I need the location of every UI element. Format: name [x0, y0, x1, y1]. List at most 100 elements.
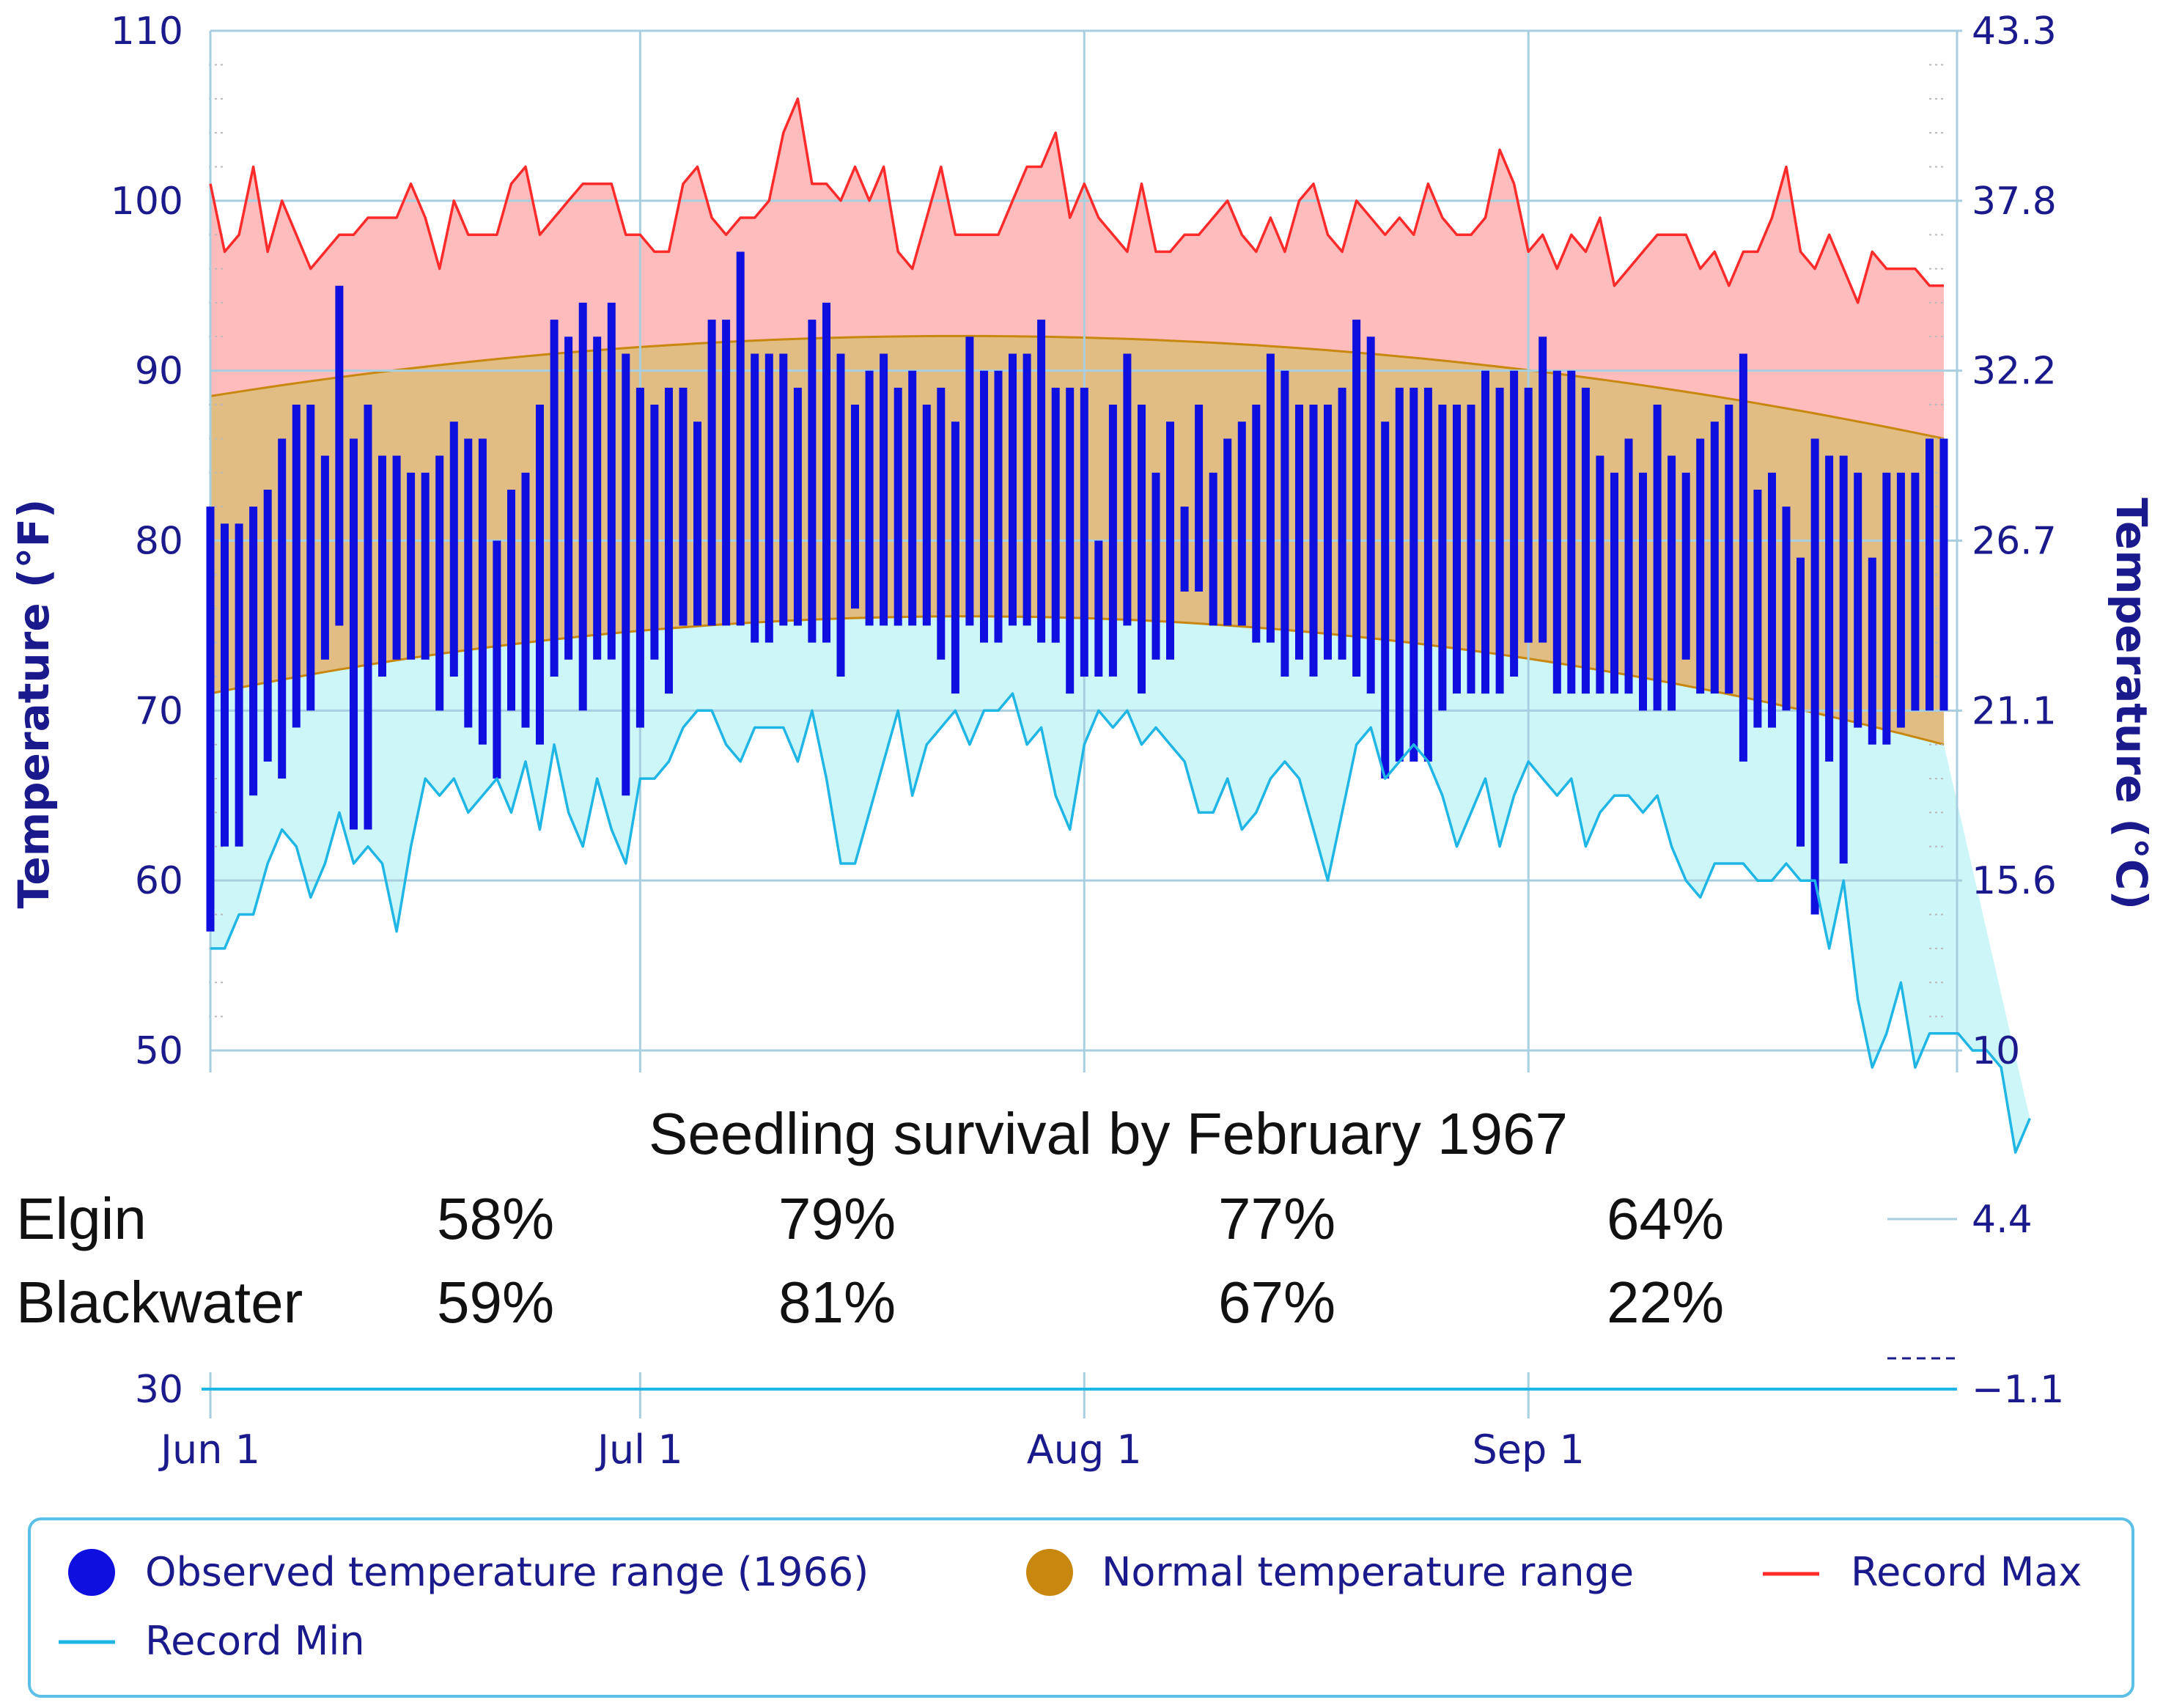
observed-bar: [364, 405, 372, 830]
observed-bar: [449, 422, 458, 677]
legend-record-min-label[interactable]: Record Min: [145, 1618, 365, 1664]
observed-bar: [221, 523, 229, 847]
observed-bar: [1108, 405, 1117, 677]
observed-bar: [751, 353, 759, 643]
y-tick-label-right: 37.8: [1972, 180, 2057, 224]
x-tick-label: Sep 1: [1473, 1427, 1585, 1473]
y-tick-label-left: 50: [135, 1029, 183, 1073]
y-tick-label-right: 10: [1972, 1029, 2020, 1073]
record-min-area: [210, 616, 2030, 1153]
observed-bar: [665, 387, 673, 694]
overlay-background: [176, 1079, 1884, 1372]
observed-bar: [1237, 422, 1246, 626]
observed-bar: [722, 320, 731, 626]
observed-bar: [1352, 320, 1361, 677]
observed-bar: [1051, 387, 1060, 643]
observed-bar: [1911, 472, 1920, 711]
observed-bar: [908, 370, 917, 626]
legend-normal-marker[interactable]: [1026, 1549, 1073, 1596]
observed-bar: [1624, 438, 1633, 694]
normal-high-line: [210, 334, 1945, 440]
observed-bar: [822, 302, 830, 643]
observed-bar: [951, 422, 959, 694]
y-tick-label-right: 4.4: [1972, 1198, 2033, 1242]
observed-bar: [1797, 557, 1805, 847]
observed-bar: [1753, 490, 1762, 728]
observed-bar: [564, 336, 573, 660]
observed-bar: [693, 422, 701, 626]
observed-bar: [1581, 387, 1590, 694]
observed-bar: [1868, 557, 1876, 745]
record-min-line: [210, 692, 2031, 1154]
observed-bar: [263, 490, 272, 762]
row-site-label: Blackwater: [16, 1270, 303, 1335]
y-tick-label-left: 80: [135, 520, 183, 564]
observed-bar: [880, 353, 888, 626]
observed-bar: [378, 455, 386, 677]
observed-bar: [407, 472, 416, 660]
y-tick-label-right: 32.2: [1972, 350, 2057, 394]
observed-bar: [1166, 422, 1174, 660]
observed-bars: [206, 251, 1948, 932]
observed-bar: [650, 405, 659, 660]
observed-bar: [593, 336, 602, 660]
observed-bar: [1138, 405, 1146, 694]
legend-observed-marker[interactable]: [68, 1549, 115, 1596]
observed-bar: [779, 353, 788, 626]
observed-bar: [1552, 370, 1561, 694]
observed-bar: [1539, 336, 1547, 643]
observed-bar: [249, 507, 258, 796]
x-tick-label: Aug 1: [1027, 1427, 1142, 1473]
observed-bar: [1710, 422, 1719, 694]
observed-bar: [1009, 353, 1017, 626]
observed-bar: [1410, 387, 1418, 762]
observed-bar: [1209, 472, 1217, 626]
observed-bar: [1066, 387, 1075, 694]
y-tick-label-left: 30: [135, 1368, 183, 1412]
row-site-label: Elgin: [16, 1186, 147, 1251]
observed-bar: [1495, 387, 1504, 694]
observed-bar: [464, 438, 473, 728]
observed-bar: [1080, 387, 1088, 677]
cell-value: 79%: [778, 1186, 896, 1251]
observed-bar: [421, 472, 430, 660]
observed-bar: [1524, 387, 1533, 643]
observed-bar: [1195, 405, 1204, 592]
axes: 30 50 60 70 80 90 100 110 43.3 37.8 32.2 26.7 21.1 15…: [111, 10, 2065, 1473]
legend-observed-label[interactable]: Observed temperature range (1966): [145, 1549, 869, 1595]
observed-bar: [1252, 405, 1261, 643]
observed-bar: [1926, 438, 1934, 711]
record-max-area: [210, 98, 1944, 439]
observed-bar: [1854, 472, 1862, 728]
observed-bar: [1123, 353, 1132, 626]
observed-bar: [1481, 370, 1489, 694]
cell-value: 64%: [1607, 1186, 1724, 1251]
observed-bar: [607, 302, 616, 660]
observed-bar: [1094, 540, 1103, 677]
observed-bar: [851, 405, 859, 609]
observed-bar: [1423, 387, 1432, 762]
observed-bar: [1022, 353, 1031, 626]
observed-bar: [1467, 405, 1475, 694]
observed-bar: [578, 302, 587, 711]
y-tick-label-right: 43.3: [1972, 10, 2057, 54]
y-tick-label-right: 15.6: [1972, 859, 2057, 903]
observed-bar: [1567, 370, 1576, 694]
observed-bar: [350, 438, 358, 830]
cell-value: 67%: [1218, 1270, 1335, 1335]
legend-normal-label[interactable]: Normal temperature range: [1102, 1549, 1634, 1595]
cell-value: 59%: [437, 1270, 554, 1335]
observed-bar: [1180, 507, 1189, 592]
observed-bar: [1696, 438, 1705, 694]
observed-bar: [865, 370, 874, 626]
legend-record-max-label[interactable]: Record Max: [1851, 1549, 2082, 1595]
y-tick-label-right: −1.1: [1972, 1368, 2064, 1412]
observed-bar: [1610, 472, 1618, 694]
observed-bar: [1438, 405, 1447, 711]
observed-bar: [1338, 387, 1346, 660]
observed-bar: [1453, 405, 1461, 694]
observed-bar: [808, 320, 817, 643]
observed-bar: [622, 353, 630, 796]
y-tick-label-left: 110: [111, 10, 183, 54]
